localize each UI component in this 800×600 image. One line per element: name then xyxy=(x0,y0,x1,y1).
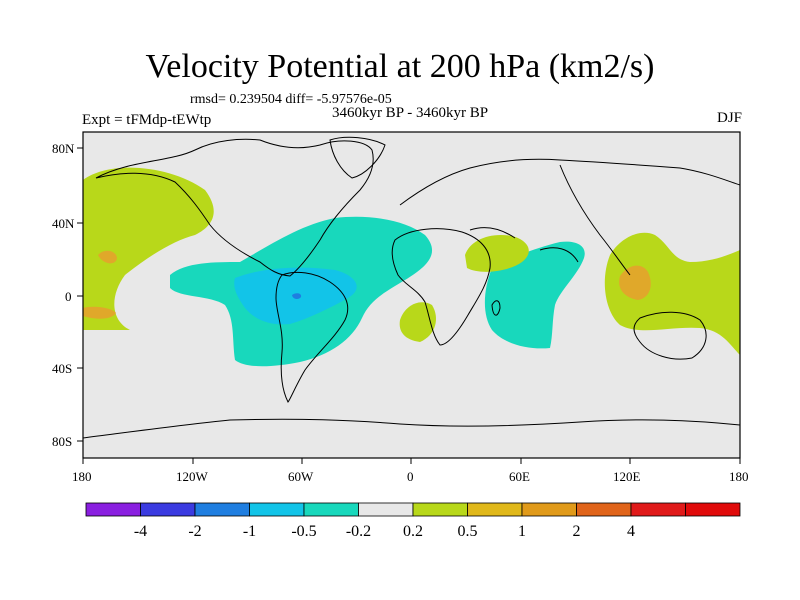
lat-label-80n: 80N xyxy=(52,141,75,156)
period-subtitle: 3460kyr BP - 3460kyr BP xyxy=(331,105,489,121)
colorbar-label: 2 xyxy=(573,523,581,540)
coastline-eurasia xyxy=(399,158,740,276)
colorbar-label: -4 xyxy=(134,523,147,540)
colorbar-swatch xyxy=(249,502,305,517)
coastline-madagascar xyxy=(491,300,501,316)
lon-label-120w: 120W xyxy=(176,469,209,484)
lon-label-60e: 60E xyxy=(509,469,530,484)
colorbar-label: -0.2 xyxy=(346,523,371,540)
colorbar-swatch xyxy=(194,502,250,517)
experiment-label: Expt = tFMdp-tEWtp xyxy=(82,112,212,128)
colorbar-label: 4 xyxy=(627,523,635,540)
contour-npac-positive xyxy=(83,167,214,330)
lon-axis xyxy=(82,458,741,464)
contour-wpac-positive xyxy=(604,232,740,355)
contour-arabia-positive xyxy=(465,234,529,272)
contour-wpac-orange xyxy=(619,265,651,300)
contour-indian-negative xyxy=(484,241,585,349)
colorbar-swatch xyxy=(358,502,414,517)
colorbar-label: -0.5 xyxy=(291,523,316,540)
colorbar-label: -1 xyxy=(243,523,256,540)
colorbar-swatch xyxy=(140,502,196,517)
map-title: Velocity Potential at 200 hPa (km2/s) xyxy=(145,48,655,85)
lon-label-0: 0 xyxy=(407,469,414,484)
colorbar-swatch xyxy=(85,502,141,517)
contour-sa-negative-core xyxy=(292,293,302,300)
colorbar-swatch xyxy=(685,502,741,517)
contour-s-atlantic-positive xyxy=(399,302,436,342)
lat-label-80s: 80S xyxy=(52,434,72,449)
colorbar-label: -2 xyxy=(188,523,201,540)
coastline-north-america xyxy=(95,138,374,277)
lon-label-180e: 180 xyxy=(729,469,749,484)
season-label: DJF xyxy=(716,110,742,126)
colorbar-swatch xyxy=(576,502,632,517)
colorbar-swatch xyxy=(521,502,577,517)
colorbar-label: 1 xyxy=(518,523,526,540)
contour-fields xyxy=(83,167,740,367)
contour-npac-orange xyxy=(98,250,117,264)
colorbar: -4 -2 -1 -0.5 -0.2 0.2 0.5 1 2 4 xyxy=(85,502,741,540)
contour-epac-orange xyxy=(83,306,116,319)
rmsd-diff-stats: rmsd= 0.239504 diff= -5.97576e-05 xyxy=(190,92,392,107)
coastline-south-america xyxy=(275,271,349,403)
colorbar-swatch xyxy=(467,502,523,517)
coastline-antarctica xyxy=(83,418,740,439)
coastline-australia xyxy=(633,311,707,360)
colorbar-swatch xyxy=(630,502,686,517)
lon-label-120e: 120E xyxy=(613,469,641,484)
colorbar-swatch xyxy=(412,502,468,517)
lon-label-60w: 60W xyxy=(288,469,314,484)
lat-axis xyxy=(77,147,83,442)
lat-label-40n: 40N xyxy=(52,216,75,231)
coastline-africa xyxy=(391,228,491,346)
colorbar-label: 0.5 xyxy=(458,523,478,540)
lon-label-180w: 180 xyxy=(72,469,92,484)
coastlines xyxy=(83,136,740,439)
lat-label-0: 0 xyxy=(65,289,72,304)
lat-label-40s: 40S xyxy=(52,361,72,376)
coastline-greenland xyxy=(329,136,386,179)
colorbar-label: 0.2 xyxy=(403,523,423,540)
colorbar-swatch xyxy=(303,502,359,517)
